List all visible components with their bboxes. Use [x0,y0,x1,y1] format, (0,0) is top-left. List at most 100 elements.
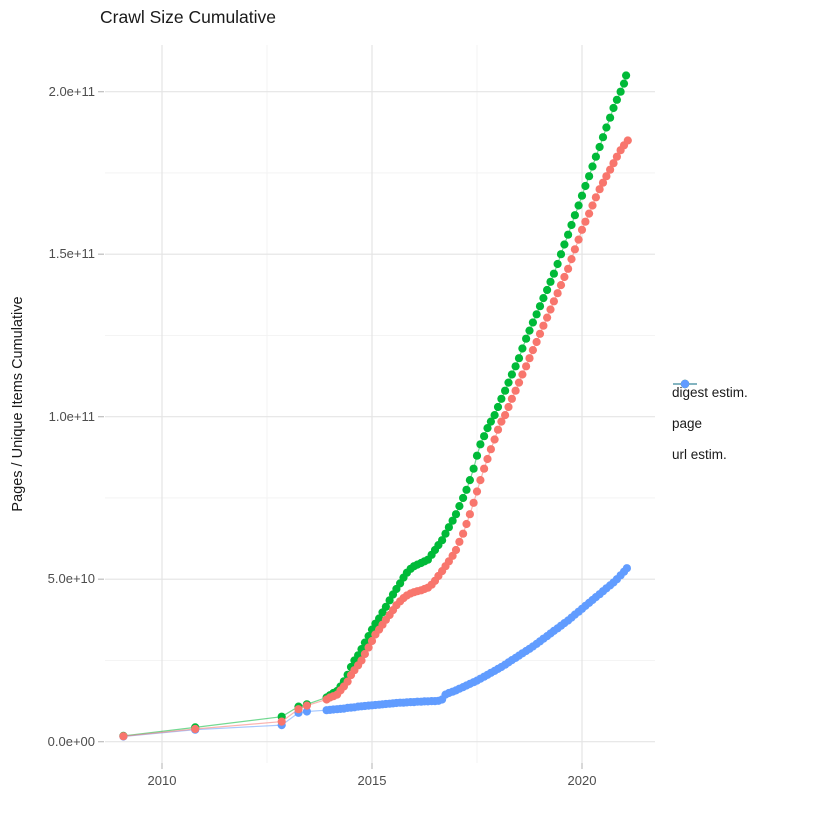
data-point [490,435,499,444]
data-point [367,636,377,646]
x-tick-label: 2020 [567,773,597,788]
data-point [459,493,468,503]
series-line-url-estim- [123,567,628,738]
data-point [564,264,573,273]
data-point [507,370,516,379]
data-point [535,302,545,311]
data-point [546,277,555,286]
data-point [357,656,366,665]
data-point [543,313,552,322]
data-point [609,103,618,113]
data-point [588,201,597,210]
data-point [535,329,545,338]
data-point [469,464,478,473]
data-point [602,123,611,132]
data-point [598,178,608,187]
data-point [539,294,548,303]
data-point [556,250,566,259]
data-point [591,152,601,161]
legend-label: page [672,416,703,431]
data-point [294,705,303,714]
data-point [504,378,513,387]
data-point [622,71,631,80]
data-point [567,255,576,264]
data-point [595,142,604,152]
data-point [507,394,516,403]
data-point [574,235,583,244]
data-point [486,445,495,454]
y-tick-label: 1.0e+11 [48,409,95,424]
data-point [518,370,527,379]
data-point [465,476,474,485]
data-point [514,354,524,363]
data-point [375,614,384,623]
x-tick-label: 2015 [357,773,387,788]
data-point [528,346,538,355]
data-point [441,529,450,538]
data-point [556,281,566,290]
data-point [598,133,608,142]
data-point [612,95,622,104]
data-point [595,185,604,194]
data-point [514,378,524,387]
data-point [574,201,583,210]
data-point [483,424,492,433]
legend-item-url-estim: url estim. [672,379,748,470]
data-point [480,464,489,473]
legend-label: digest estim. [672,385,748,400]
data-point [581,217,590,226]
data-point [462,519,471,529]
data-point [444,523,453,532]
y-tick-label: 0.0e+00 [47,734,95,749]
data-point [483,454,492,464]
data-point [532,310,541,319]
data-point [511,362,520,371]
data-point [476,440,485,449]
data-point [119,732,128,741]
data-point [577,191,587,200]
data-point [486,417,495,426]
data-point [585,172,594,181]
data-point [522,362,531,371]
data-point [543,285,552,295]
data-point [360,649,369,659]
data-point [546,305,555,314]
legend-label: url estim. [672,447,727,462]
data-point [553,289,562,298]
data-point [525,326,534,335]
data-point [472,487,482,496]
x-tick-label: 2010 [147,773,177,788]
data-point [609,159,618,168]
data-point [522,334,531,343]
data-point [553,259,562,269]
data-point [525,354,534,363]
data-point [564,230,573,239]
data-point [591,193,601,202]
data-point [585,209,594,218]
data-point [549,269,559,278]
data-point [501,411,510,420]
chart-title: Crawl Size Cumulative [100,7,277,27]
data-point [277,717,286,726]
data-point [438,536,447,545]
data-point [381,602,390,611]
data-point [511,386,520,395]
data-point [606,165,615,174]
y-tick-label: 5.0e+10 [47,571,95,586]
data-point [532,337,541,347]
data-point [602,172,611,181]
series-line-digest-estim- [123,140,629,737]
data-point [451,510,461,519]
data-point [459,529,468,538]
data-point [518,344,527,353]
legend-item-page: page [672,379,748,439]
legend: digest estim. page url estim. [672,377,748,470]
data-point [588,162,597,171]
data-point [465,510,474,519]
data-point [622,564,632,573]
data-point [451,545,461,555]
data-point [455,502,464,511]
data-point [302,701,311,710]
